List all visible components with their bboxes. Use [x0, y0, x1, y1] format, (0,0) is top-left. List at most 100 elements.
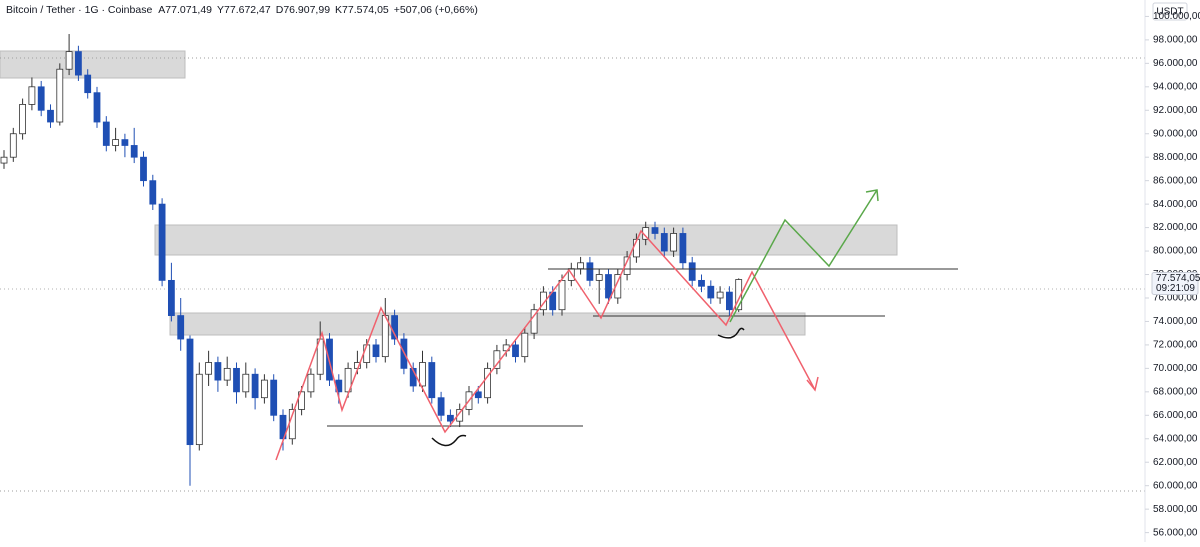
curve-mark [431, 434, 467, 447]
candle-body [158, 203, 166, 281]
candle-body [446, 414, 454, 422]
zone [169, 312, 806, 336]
y-tick-label: 82.000,00 [1153, 222, 1198, 233]
zone [154, 224, 898, 256]
candle-body [47, 109, 54, 123]
candle-body [37, 86, 45, 111]
candle-body [577, 262, 584, 270]
candle-body [242, 373, 250, 393]
y-tick-label: 72.000,00 [1153, 340, 1198, 351]
y-tick-label: 66.000,00 [1153, 410, 1198, 421]
price-tag-label: 77.574,05 [1156, 273, 1200, 284]
y-tick-label: 84.000,00 [1153, 199, 1198, 210]
candles [0, 34, 743, 486]
candle-body [102, 121, 110, 146]
candle-body [595, 274, 603, 281]
candle-body [707, 285, 715, 299]
candle-body [177, 315, 185, 340]
candle-body [698, 279, 705, 287]
candle-body [223, 367, 231, 381]
candle-body [93, 92, 101, 123]
zone [0, 50, 186, 79]
y-tick-label: 98.000,00 [1153, 35, 1198, 46]
candle-body [558, 279, 566, 311]
candle-body [195, 373, 203, 446]
candle-body [251, 373, 259, 399]
header-value: K77.574,05 [335, 4, 389, 16]
header-value: D76.907,99 [276, 4, 330, 16]
candle-body [9, 133, 17, 158]
y-tick-label: 80.000,00 [1153, 246, 1198, 257]
candle-body [56, 68, 64, 123]
candle-body [65, 51, 73, 70]
candle-body [623, 256, 631, 275]
candle-body [726, 291, 733, 311]
header-value: A77.071,49 [158, 4, 212, 16]
candle-body [260, 379, 268, 399]
y-tick-label: 96.000,00 [1153, 58, 1198, 69]
candle-body [428, 362, 436, 399]
candle-body [521, 332, 529, 358]
candle-body [149, 180, 157, 205]
candle-body [307, 373, 315, 393]
y-tick-label: 88.000,00 [1153, 152, 1198, 163]
candle-body [28, 86, 36, 105]
candle-body [363, 344, 371, 363]
y-tick-label: 58.000,00 [1153, 504, 1198, 515]
y-tick-label: 70.000,00 [1153, 363, 1198, 374]
candle-body [167, 279, 175, 316]
price-axis: 100.000,00 98.000,00 96.000,00 94.000,00 92.… [1145, 11, 1200, 538]
candle-body [344, 367, 352, 393]
y-tick-label: 76.000,00 [1153, 293, 1198, 304]
candle-body [512, 344, 519, 358]
candle-body [716, 291, 724, 299]
y-tick-label: 64.000,00 [1153, 433, 1198, 444]
y-tick-label: 56.000,00 [1153, 527, 1198, 538]
candle-body [484, 367, 492, 399]
candle-body [84, 74, 92, 94]
y-tick-label: 94.000,00 [1153, 81, 1198, 92]
candle-body [186, 338, 194, 446]
red-path [275, 229, 816, 461]
red-arrow-head [806, 376, 819, 392]
candle-body [140, 156, 147, 182]
candle-body [670, 233, 677, 252]
y-tick-label: 62.000,00 [1153, 457, 1198, 468]
candle-body [270, 379, 278, 416]
candle-body [540, 291, 547, 311]
candle-body [205, 362, 213, 375]
green-path [729, 189, 878, 323]
candle-body [530, 309, 538, 334]
candle-body [651, 227, 659, 234]
candle-body [372, 344, 380, 358]
countdown: 09:21:09 [1156, 283, 1195, 294]
header-value: +507,06 (+0,66%) [394, 4, 478, 16]
candle-body [586, 262, 594, 281]
price-tag [1151, 272, 1199, 296]
candle-body [0, 156, 8, 164]
candle-body [474, 391, 482, 399]
y-tick-label: 74.000,00 [1153, 316, 1198, 327]
green-arrow-head [865, 189, 879, 202]
candle-body [121, 139, 129, 146]
candle-body [214, 362, 222, 381]
curve-mark [717, 327, 745, 339]
y-tick-label: 68.000,00 [1153, 386, 1198, 397]
candle-body [130, 145, 138, 158]
candle-body [233, 367, 240, 393]
candle-body [437, 397, 445, 416]
candle-body [419, 362, 426, 387]
currency-box[interactable] [1152, 2, 1188, 21]
y-tick-label: 92.000,00 [1153, 105, 1198, 116]
y-tick-label: 60.000,00 [1153, 480, 1198, 491]
candle-body [660, 233, 668, 252]
symbol-title: Bitcoin / Tether · 1G · Coinbase [6, 4, 152, 16]
candle-body [679, 233, 687, 264]
candle-body [688, 262, 696, 281]
candle-body [456, 409, 464, 422]
currency: USDT [1156, 7, 1183, 18]
header-value: Y77.672,47 [217, 4, 271, 16]
